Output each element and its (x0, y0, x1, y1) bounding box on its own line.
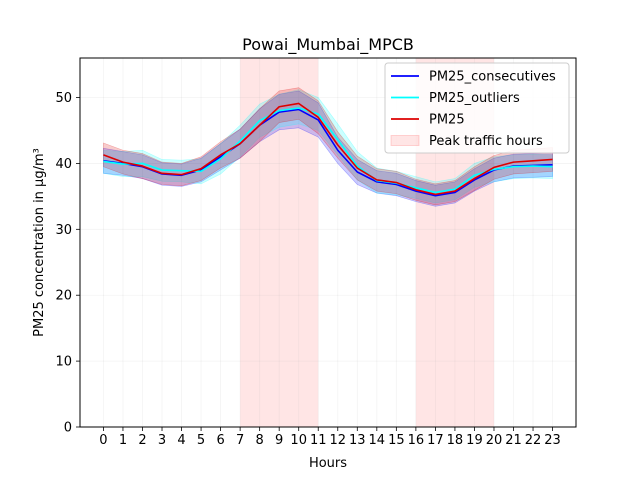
series-lines (103, 102, 553, 197)
x-tick-label: 0 (99, 433, 107, 448)
peak-traffic-region (240, 58, 319, 427)
x-tick-label: 12 (329, 433, 346, 448)
legend-label: Peak traffic hours (429, 134, 543, 149)
y-tick-label: 20 (55, 289, 72, 304)
x-tick-label: 20 (486, 433, 503, 448)
x-tick-label: 4 (177, 433, 185, 448)
y-tick-label: 0 (64, 421, 72, 436)
x-tick-label: 22 (525, 433, 542, 448)
y-tick-label: 40 (55, 157, 72, 172)
legend-label: PM25_outliers (429, 91, 520, 106)
confidence-band-3 (103, 87, 553, 206)
x-tick-label: 18 (447, 433, 464, 448)
x-tick-label: 9 (275, 433, 283, 448)
x-tick-label: 2 (138, 433, 146, 448)
confidence-bands (103, 87, 553, 207)
legend-label: PM25_consecutives (429, 70, 556, 85)
x-axis-ticks: 0 1 2 3 4 5 6 7 8 9 10 11 12 13 14 15 16 17 18 19 20 21 22 23 (99, 427, 561, 448)
x-tick-label: 13 (349, 433, 366, 448)
x-tick-label: 19 (466, 433, 483, 448)
x-tick-label: 21 (505, 433, 522, 448)
x-tick-label: 23 (544, 433, 561, 448)
x-tick-label: 8 (256, 433, 264, 448)
x-tick-label: 17 (427, 433, 444, 448)
confidence-band-1 (103, 90, 553, 207)
legend-label: PM25 (429, 113, 465, 128)
chart-title: Powai_Mumbai_MPCB (242, 35, 414, 55)
series-line-3 (103, 102, 553, 196)
legend-box (384, 62, 570, 154)
legend-swatch (390, 135, 420, 146)
x-tick-label: 16 (408, 433, 425, 448)
x-tick-label: 14 (369, 433, 386, 448)
y-tick-label: 50 (55, 91, 72, 106)
x-tick-label: 7 (236, 433, 244, 448)
x-tick-label: 5 (197, 433, 205, 448)
y-axis-ticks: 0 10 20 30 40 50 (55, 91, 80, 436)
y-tick-label: 10 (55, 355, 72, 370)
x-tick-label: 3 (158, 433, 166, 448)
x-tick-label: 6 (216, 433, 224, 448)
y-axis-label: PM25 concentration in µg/m³ (32, 148, 47, 337)
y-tick-label: 30 (55, 223, 72, 238)
x-tick-label: 15 (388, 433, 405, 448)
plot-frame (79, 57, 577, 428)
series-line-2 (103, 107, 553, 194)
x-axis-label: Hours (309, 456, 347, 471)
x-tick-label: 10 (290, 433, 307, 448)
legend: PM25_consecutives PM25_outliers PM25 Peak t… (384, 62, 570, 154)
x-tick-label: 11 (310, 433, 327, 448)
x-tick-label: 1 (119, 433, 127, 448)
confidence-band-2 (103, 89, 553, 204)
